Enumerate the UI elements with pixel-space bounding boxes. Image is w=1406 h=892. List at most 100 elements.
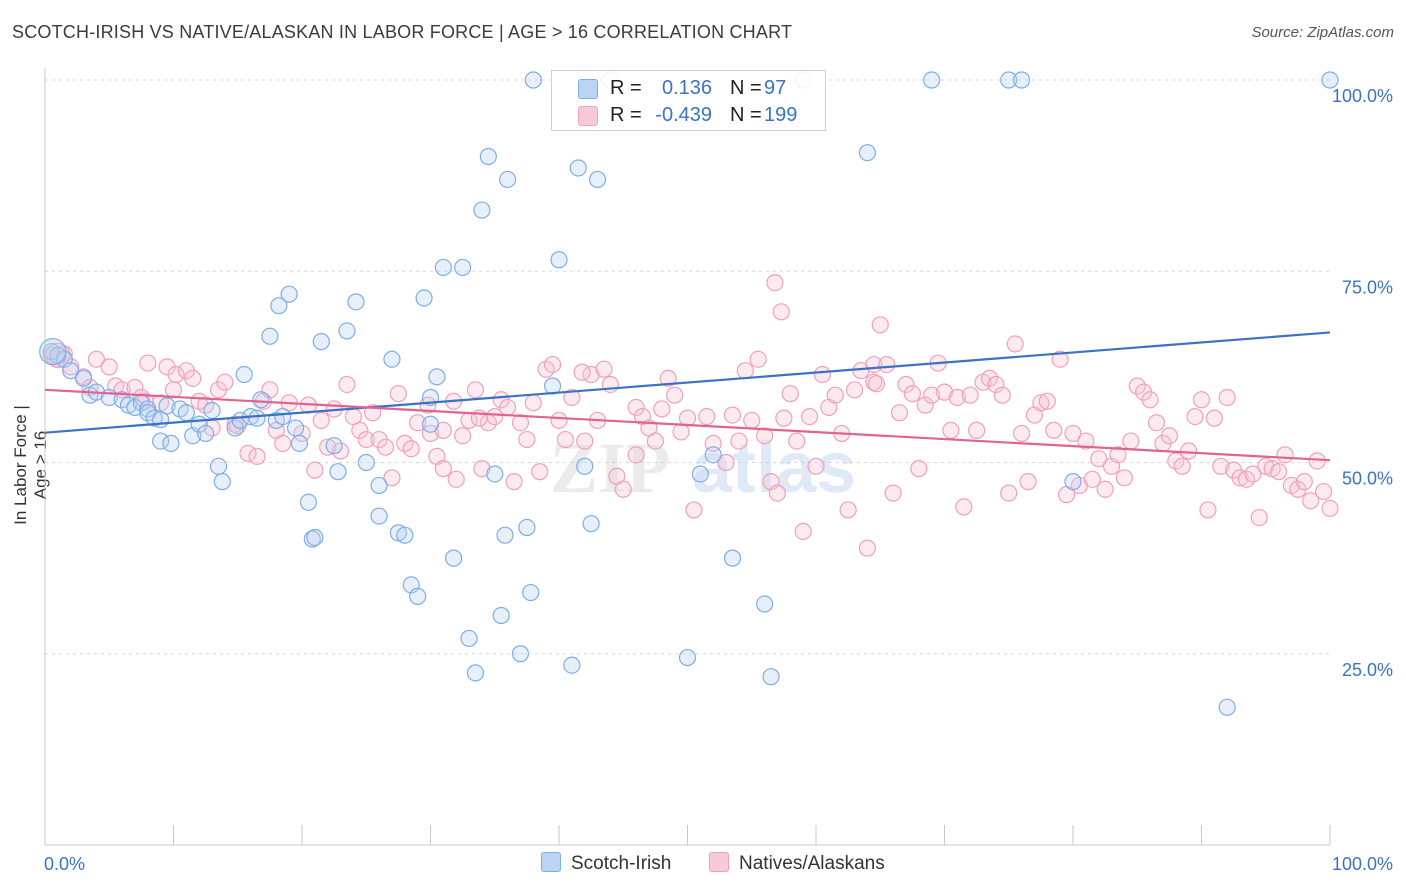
point-natives-alaskans <box>274 434 292 452</box>
point-natives-alaskans <box>646 432 664 450</box>
trend-line-natives-alaskans <box>44 388 1331 462</box>
point-scotch-irish <box>213 473 231 491</box>
point-natives-alaskans <box>775 409 793 427</box>
point-natives-alaskans <box>239 444 257 462</box>
point-natives-alaskans <box>376 438 395 456</box>
point-scotch-irish <box>522 583 540 602</box>
legend-item-scotch-irish[interactable]: Scotch-Irish <box>541 852 671 875</box>
point-natives-alaskans <box>890 404 909 422</box>
point-natives-alaskans <box>518 430 536 449</box>
point-natives-alaskans <box>550 411 568 430</box>
point-natives-alaskans <box>1276 446 1294 464</box>
point-scotch-irish <box>209 457 228 475</box>
point-scotch-irish <box>274 408 292 426</box>
point-natives-alaskans <box>402 440 420 458</box>
point-natives-alaskans <box>839 501 857 519</box>
point-natives-alaskans <box>1077 432 1095 450</box>
swatch-pink <box>709 852 729 872</box>
tick-labels: 25.0% 50.0% 75.0% 100.0% 0.0% 100.0% <box>44 86 1393 874</box>
point-scotch-irish <box>492 606 510 625</box>
point-natives-alaskans <box>768 484 787 502</box>
point-scotch-irish <box>1064 473 1082 491</box>
r-value: -0.439 <box>655 104 712 126</box>
point-natives-alaskans <box>319 438 337 456</box>
watermark-zip: ZIP <box>550 428 670 508</box>
point-natives-alaskans <box>955 498 973 516</box>
point-scotch-irish <box>1218 698 1236 716</box>
point-scotch-irish <box>235 365 253 384</box>
point-natives-alaskans <box>87 350 106 368</box>
point-natives-alaskans <box>1205 409 1223 427</box>
point-natives-alaskans <box>858 539 877 557</box>
point-natives-alaskans <box>903 385 921 403</box>
swatch-pink <box>578 106 598 126</box>
point-scotch-irish <box>338 322 356 340</box>
axes <box>44 68 1331 846</box>
point-natives-alaskans <box>1141 391 1159 409</box>
watermark: ZIP atlas <box>550 428 856 508</box>
point-scotch-irish <box>518 518 536 537</box>
point-scotch-irish <box>347 293 365 311</box>
y-tick-label: 75.0% <box>1342 277 1393 297</box>
point-natives-alaskans <box>800 408 819 426</box>
point-natives-alaskans <box>595 360 613 378</box>
point-natives-alaskans <box>1212 457 1230 475</box>
point-natives-alaskans <box>1064 424 1082 443</box>
point-natives-alaskans <box>743 411 761 430</box>
point-scotch-irish <box>261 327 279 345</box>
point-scotch-irish <box>704 446 722 464</box>
point-natives-alaskans <box>1186 408 1204 426</box>
point-natives-alaskans <box>1160 427 1178 445</box>
point-scotch-irish <box>329 463 347 481</box>
point-scotch-irish <box>858 144 877 162</box>
point-scotch-irish <box>299 493 318 511</box>
point-scotch-irish <box>445 549 463 567</box>
r-label: R = <box>610 104 642 126</box>
point-natives-alaskans <box>1122 432 1140 450</box>
point-natives-alaskans <box>948 388 966 407</box>
point-natives-alaskans <box>1109 446 1127 464</box>
point-natives-alaskans <box>473 460 491 478</box>
point-natives-alaskans <box>139 354 157 372</box>
point-natives-alaskans <box>1032 394 1050 412</box>
legend-item-natives-alaskans[interactable]: Natives/Alaskans <box>709 852 885 875</box>
point-scotch-irish <box>1321 71 1339 89</box>
point-natives-alaskans <box>1000 484 1018 502</box>
point-natives-alaskans <box>1302 492 1320 510</box>
x-tick-label: 100.0% <box>1332 854 1393 874</box>
gridlines <box>45 79 1330 655</box>
point-natives-alaskans <box>447 470 465 488</box>
point-scotch-irish <box>152 432 170 450</box>
point-natives-alaskans <box>968 421 986 439</box>
series-natives-alaskans <box>42 274 1339 557</box>
point-natives-alaskans <box>1019 473 1037 491</box>
point-natives-alaskans <box>755 427 774 445</box>
point-natives-alaskans <box>867 375 885 393</box>
point-natives-alaskans <box>845 381 864 399</box>
point-natives-alaskans <box>167 365 185 384</box>
point-scotch-irish <box>421 415 440 433</box>
point-scotch-irish <box>357 453 375 472</box>
point-natives-alaskans <box>666 386 684 404</box>
point-natives-alaskans <box>409 414 427 432</box>
point-scotch-irish <box>588 170 607 189</box>
point-natives-alaskans <box>1308 452 1326 470</box>
point-scotch-irish <box>248 409 266 427</box>
n-label: N = <box>730 77 762 99</box>
point-scotch-irish <box>428 368 446 386</box>
point-natives-alaskans <box>100 358 118 376</box>
point-scotch-irish <box>286 419 305 437</box>
point-natives-alaskans <box>653 400 671 418</box>
point-natives-alaskans <box>698 408 716 426</box>
point-natives-alaskans <box>826 386 844 404</box>
point-natives-alaskans <box>993 386 1011 404</box>
point-natives-alaskans <box>781 385 799 403</box>
point-natives-alaskans <box>184 369 202 387</box>
point-scotch-irish <box>496 526 514 544</box>
point-natives-alaskans <box>248 447 266 465</box>
point-scotch-irish <box>370 507 388 525</box>
series-scotch-irish <box>39 71 1339 716</box>
point-scotch-irish <box>923 71 941 89</box>
y-tick-label: 100.0% <box>1332 86 1393 106</box>
